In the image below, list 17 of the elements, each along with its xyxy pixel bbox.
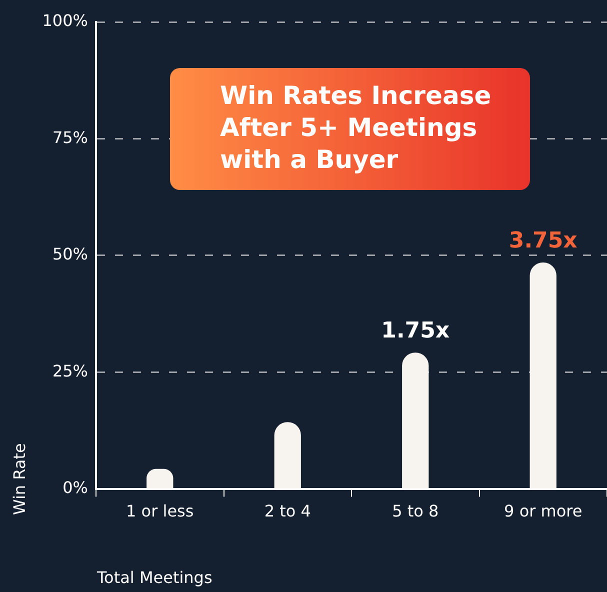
x-tick-label: 1 or less xyxy=(126,502,194,521)
y-axis-title: Win Rate xyxy=(10,443,29,515)
y-tick-label: 100% xyxy=(42,11,88,30)
annotation: 1.75x xyxy=(381,318,450,344)
text: Win Rates Increase After 5+ Meetings with a Buyer xyxy=(220,80,492,176)
x-axis-title: Total Meetings xyxy=(97,568,212,587)
x-tick-label: 9 or more xyxy=(504,502,582,521)
bar xyxy=(274,422,301,488)
y-tick-label: 75% xyxy=(52,128,88,147)
bar xyxy=(530,262,556,488)
x-tick-label: 2 to 4 xyxy=(264,502,311,521)
y-tick-label: 50% xyxy=(52,244,88,264)
annotation: 3.75x xyxy=(508,228,578,254)
bar xyxy=(402,352,429,488)
y-tick-label: 0% xyxy=(62,478,88,497)
y-tick-label: 25% xyxy=(52,361,88,380)
x-tick-label: 5 to 8 xyxy=(392,502,439,521)
